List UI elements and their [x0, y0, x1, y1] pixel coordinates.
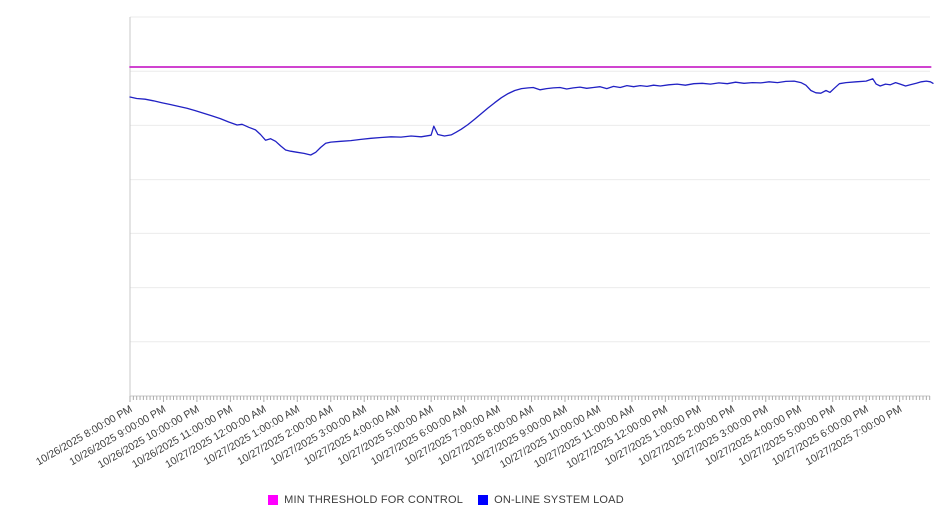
chart-legend: MIN THRESHOLD FOR CONTROL ON-LINE SYSTEM…	[0, 494, 946, 506]
legend-label-min-threshold: MIN THRESHOLD FOR CONTROL	[284, 494, 464, 506]
legend-item-min-threshold[interactable]: MIN THRESHOLD FOR CONTROL	[268, 494, 463, 506]
legend-swatch-system-load	[478, 495, 489, 505]
legend-label-system-load: ON-LINE SYSTEM LOAD	[494, 494, 624, 506]
legend-swatch-min-threshold	[268, 495, 279, 505]
on-line-system-load-line	[129, 78, 934, 156]
legend-item-system-load[interactable]: ON-LINE SYSTEM LOAD	[478, 494, 624, 506]
